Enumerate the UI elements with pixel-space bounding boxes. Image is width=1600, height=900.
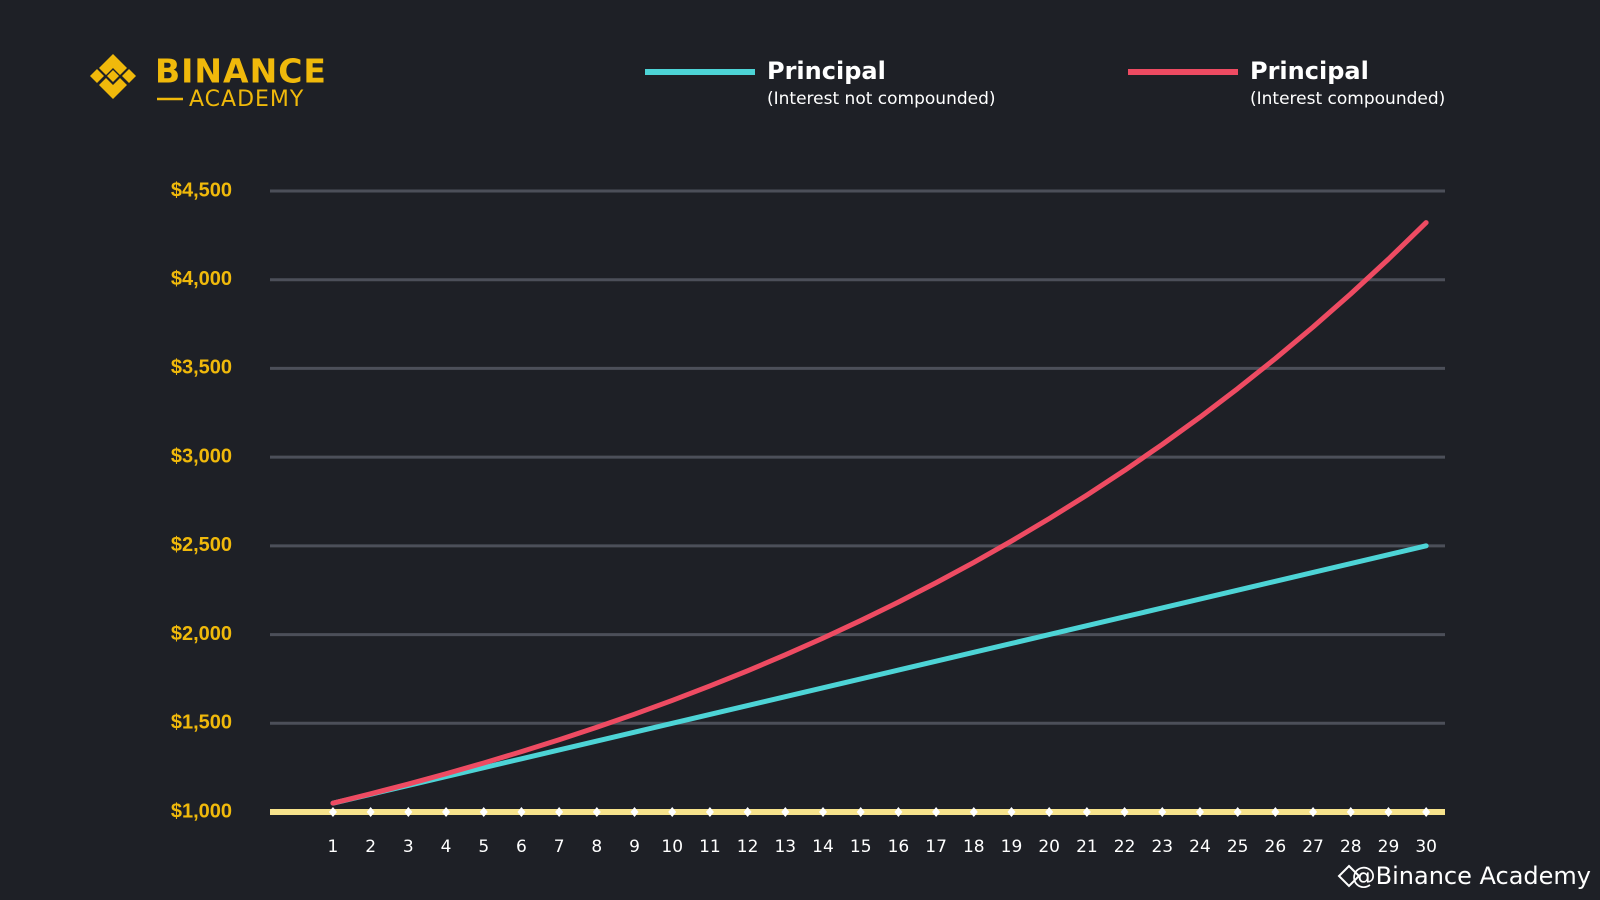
logo-icon: [90, 54, 136, 99]
y-tick-label: $1,000: [171, 800, 232, 822]
marker: [555, 807, 564, 817]
x-tick-label: 11: [699, 837, 721, 857]
marker: [1233, 807, 1242, 817]
x-tick-label: 22: [1114, 837, 1136, 857]
marker: [366, 807, 375, 817]
x-tick-label: 12: [737, 837, 759, 857]
marker: [743, 807, 752, 817]
marker: [328, 807, 337, 817]
x-tick-label: 20: [1038, 837, 1060, 857]
y-tick-label: $2,500: [171, 534, 232, 556]
marker: [932, 807, 941, 817]
x-tick-label: 9: [629, 837, 640, 857]
marker: [517, 807, 526, 817]
y-tick-label: $1,500: [171, 712, 232, 734]
x-tick-label: 1: [328, 837, 339, 857]
x-tick-label: 15: [850, 837, 872, 857]
x-tick-label: 23: [1151, 837, 1173, 857]
marker: [1195, 807, 1204, 817]
marker: [479, 807, 488, 817]
legend-note: (Interest not compounded): [767, 89, 996, 109]
series-line: [330, 543, 1429, 806]
watermark: @Binance Academy: [1352, 862, 1591, 890]
marker: [856, 807, 865, 817]
marker: [668, 807, 677, 817]
logo-title: BINANCE: [155, 52, 327, 91]
x-tick-label: 2: [365, 837, 376, 857]
marker: [592, 807, 601, 817]
series-line: [330, 220, 1429, 806]
x-tick-label: 24: [1189, 837, 1211, 857]
marker: [705, 807, 714, 817]
marker: [630, 807, 639, 817]
marker: [1120, 807, 1129, 817]
marker: [1045, 807, 1054, 817]
x-tick-label: 7: [554, 837, 565, 857]
x-tick-label: 21: [1076, 837, 1098, 857]
x-tick-label: 28: [1340, 837, 1362, 857]
marker: [819, 807, 828, 817]
x-tick-label: 18: [963, 837, 985, 857]
marker: [404, 807, 413, 817]
marker: [1271, 807, 1280, 817]
marker: [969, 807, 978, 817]
x-tick-label: 30: [1415, 837, 1437, 857]
marker: [1007, 807, 1016, 817]
legend-label: Principal: [1250, 57, 1369, 85]
y-tick-label: $2,000: [171, 623, 232, 645]
marker: [1384, 807, 1393, 817]
marker: [1082, 807, 1091, 817]
x-tick-label: 16: [888, 837, 910, 857]
x-tick-label: 14: [812, 837, 834, 857]
x-tick-label: 3: [403, 837, 414, 857]
logo-subtitle: ACADEMY: [189, 87, 304, 112]
legend-note: (Interest compounded): [1250, 89, 1445, 109]
x-tick-label: 19: [1001, 837, 1023, 857]
watermark-icon: [1337, 864, 1361, 888]
y-tick-label: $3,500: [171, 357, 232, 379]
x-tick-label: 29: [1378, 837, 1400, 857]
marker: [1346, 807, 1355, 817]
x-tick-label: 27: [1302, 837, 1324, 857]
x-tick-label: 10: [661, 837, 683, 857]
y-tick-label: $4,500: [171, 179, 232, 201]
x-tick-label: 8: [591, 837, 602, 857]
x-tick-label: 4: [441, 837, 452, 857]
x-tick-label: 17: [925, 837, 947, 857]
y-tick-label: $4,000: [171, 268, 232, 290]
x-tick-label: 26: [1265, 837, 1287, 857]
marker: [1422, 807, 1431, 817]
x-tick-label: 13: [774, 837, 796, 857]
x-tick-label: 25: [1227, 837, 1249, 857]
marker: [1309, 807, 1318, 817]
marker: [894, 807, 903, 817]
legend-label: Principal: [767, 57, 886, 85]
x-tick-label: 5: [478, 837, 489, 857]
y-tick-label: $3,000: [171, 445, 232, 467]
marker: [1158, 807, 1167, 817]
x-tick-label: 6: [516, 837, 527, 857]
marker: [442, 807, 451, 817]
marker: [781, 807, 790, 817]
